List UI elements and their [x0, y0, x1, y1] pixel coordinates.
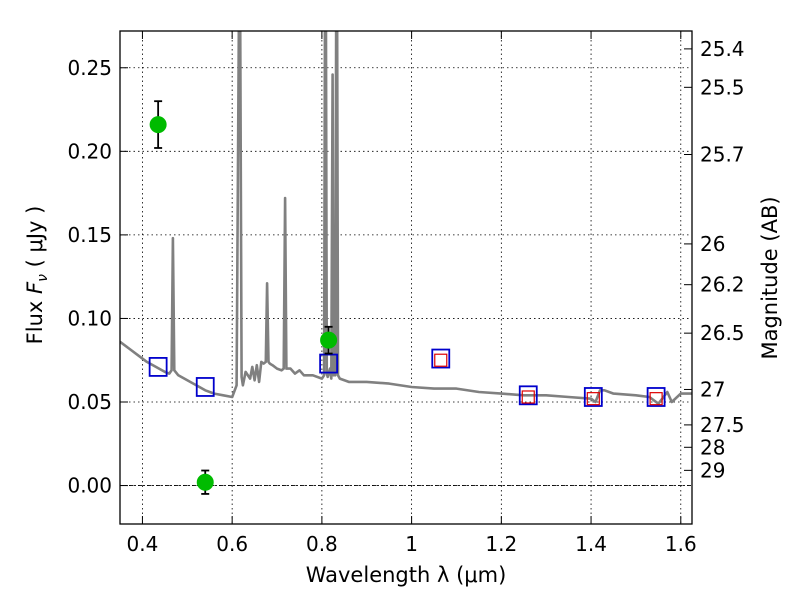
model-photometry-square — [583, 387, 603, 407]
axis-ticks: 0.4 0.6 0.8 1 1.2 1.4 1.6 0.00 0.05 0.10 0.15 0.20 0… — [67, 31, 745, 556]
upper-limit-square — [586, 392, 600, 406]
magnitude-tick-label: 26.5 — [700, 321, 745, 345]
y-axis-label-prefix: Flux — [23, 294, 47, 344]
magnitude-tick-label: 26 — [700, 232, 725, 256]
magnitude-tick-label: 25.7 — [700, 143, 745, 167]
y-axis-label-symbol: F — [23, 281, 47, 294]
magnitude-tick-label: 26.2 — [700, 273, 745, 297]
x-tick-label: 0.4 — [127, 532, 159, 556]
spectrum-line — [120, 31, 692, 406]
model-photometry-series — [148, 348, 666, 407]
model-photometry-square — [195, 377, 215, 397]
model-photometry-square — [431, 348, 451, 369]
x-axis-label: Wavelength λ (μm) — [306, 563, 507, 587]
magnitude-tick-label: 28 — [700, 435, 725, 459]
magnitude-tick-label: 25.4 — [700, 37, 745, 61]
y-tick-label: 0.05 — [67, 390, 112, 414]
magnitude-tick-label: 27 — [700, 377, 725, 401]
magnitude-tick-label: 25.5 — [700, 75, 745, 99]
plot-frame — [119, 30, 693, 525]
magnitude-axis-label: Magnitude (AB) — [758, 196, 782, 359]
model-spectrum-series — [120, 31, 692, 406]
x-tick-label: 1.2 — [485, 532, 517, 556]
y-axis-label-suffix: ( μJy ) — [23, 206, 47, 274]
x-tick-label: 1 — [405, 532, 418, 556]
upper-limit-square — [434, 353, 448, 367]
y-tick-label: 0.20 — [67, 139, 112, 163]
y-tick-label: 0.15 — [67, 223, 112, 247]
x-tick-label: 0.6 — [216, 532, 248, 556]
y-tick-label: 0.10 — [67, 306, 112, 330]
y-axis-label: Flux Fν ( μJy ) — [23, 206, 51, 345]
y-axis-label-subscript: ν — [35, 274, 51, 282]
model-photometry-square — [646, 387, 666, 407]
magnitude-tick-label: 29 — [700, 458, 725, 482]
x-tick-label: 1.4 — [575, 532, 607, 556]
observed-point — [320, 331, 338, 349]
grid-lines — [120, 31, 692, 524]
magnitude-tick-label: 27.5 — [700, 413, 745, 437]
y-tick-label: 0.25 — [67, 56, 112, 80]
upper-limit-square — [521, 390, 535, 404]
y-tick-label: 0.00 — [67, 474, 112, 498]
x-tick-label: 0.8 — [306, 532, 338, 556]
observed-photometry-series — [149, 100, 338, 495]
upper-limit-square — [649, 392, 663, 406]
model-photometry-square — [319, 353, 339, 374]
model-photometry-square — [518, 385, 538, 406]
x-tick-label: 1.6 — [665, 532, 697, 556]
observed-point — [196, 473, 214, 491]
observed-point — [149, 116, 167, 134]
model-photometry-square — [148, 357, 168, 377]
